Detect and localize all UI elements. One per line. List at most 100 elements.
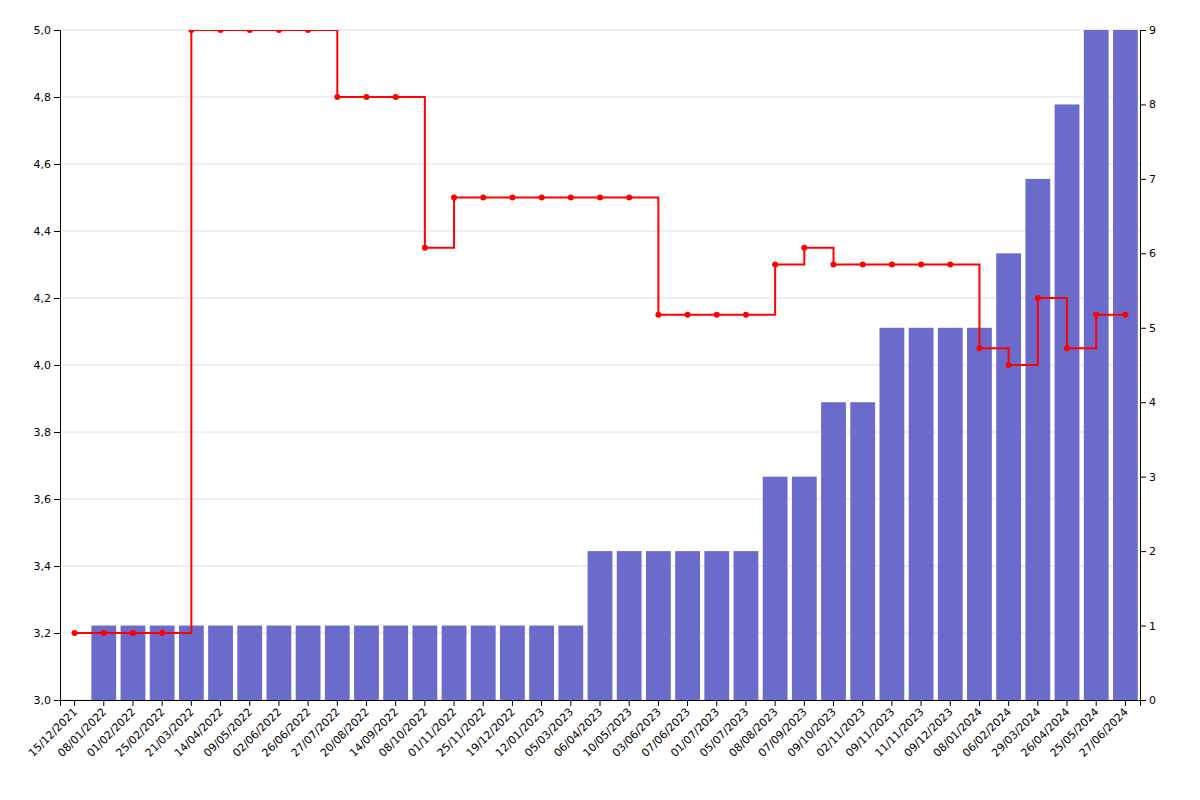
bar <box>704 551 729 700</box>
tick: 3,0 <box>34 694 61 707</box>
tick: 2 <box>1140 545 1156 558</box>
tick-label: 8 <box>1149 98 1156 111</box>
chart: 3,03,23,43,63,84,04,24,44,64,85,00123456… <box>0 0 1200 800</box>
tick-mark <box>921 700 922 706</box>
bar <box>821 402 846 700</box>
y-axis: 3,03,23,43,63,84,04,24,44,64,85,0 <box>34 24 61 707</box>
tick-mark <box>424 700 425 706</box>
marker <box>685 312 691 318</box>
bar <box>179 626 204 700</box>
tick-mark <box>1125 700 1126 706</box>
grid-line <box>60 298 1140 299</box>
tick-mark <box>1140 30 1146 31</box>
tick-mark <box>833 700 834 706</box>
marker <box>1035 295 1041 301</box>
tick-mark <box>1008 700 1009 706</box>
tick-mark <box>1140 626 1146 627</box>
tick-mark <box>395 700 396 706</box>
marker <box>509 195 515 201</box>
tick-mark <box>1140 104 1146 105</box>
marker <box>363 94 369 100</box>
tick-mark <box>687 700 688 706</box>
tick-mark <box>1096 700 1097 706</box>
marker <box>626 195 632 201</box>
tick: 3,2 <box>34 627 61 640</box>
marker <box>568 195 574 201</box>
marker <box>918 262 924 268</box>
bar <box>850 402 875 700</box>
bar <box>734 551 759 700</box>
tick-mark <box>220 700 221 706</box>
marker <box>1006 362 1012 368</box>
tick-mark <box>775 700 776 706</box>
line <box>75 30 1126 633</box>
bar <box>325 626 350 700</box>
bar <box>383 626 408 700</box>
marker <box>801 245 807 251</box>
bar <box>150 626 175 700</box>
tick-label: 2 <box>1149 545 1156 558</box>
tick: 4,8 <box>34 91 61 104</box>
marker <box>101 630 107 636</box>
tick-label: 4 <box>1149 396 1156 409</box>
tick-mark <box>570 700 571 706</box>
tick-mark <box>483 700 484 706</box>
bar <box>91 626 116 700</box>
tick-label: 4,6 <box>34 158 52 171</box>
marker <box>655 312 661 318</box>
tick-mark <box>1140 402 1146 403</box>
tick-label: 5 <box>1149 322 1156 335</box>
bars <box>91 30 1137 700</box>
tick: 4 <box>1140 396 1156 409</box>
tick-label: 4,4 <box>34 225 52 238</box>
tick-mark <box>54 432 60 433</box>
marker <box>188 30 194 33</box>
tick-label: 9 <box>1149 24 1156 37</box>
tick-label: 7 <box>1149 173 1156 186</box>
tick-mark <box>103 700 104 706</box>
bar <box>588 551 613 700</box>
marker <box>130 630 136 636</box>
grid <box>60 30 1140 700</box>
bar <box>296 626 321 700</box>
y2-axis: 0123456789 <box>1140 24 1156 707</box>
tick-label: 4,8 <box>34 91 52 104</box>
marker <box>831 262 837 268</box>
bar <box>267 626 292 700</box>
tick: 4,0 <box>34 359 61 372</box>
tick: 3,6 <box>34 493 61 506</box>
tick: 9 <box>1140 24 1156 37</box>
tick-mark <box>162 700 163 706</box>
tick-label: 1 <box>1149 620 1156 633</box>
tick-label: 3,4 <box>34 560 52 573</box>
grid-line <box>60 97 1140 98</box>
tick-mark <box>54 97 60 98</box>
marker <box>743 312 749 318</box>
axis-line <box>1141 31 1147 701</box>
marker <box>597 195 603 201</box>
tick-mark <box>862 700 863 706</box>
tick-mark <box>54 298 60 299</box>
bar <box>62 700 87 701</box>
tick-mark <box>629 700 630 706</box>
tick: 8 <box>1140 98 1156 111</box>
marker <box>72 630 78 636</box>
bar <box>208 626 233 700</box>
marker <box>772 262 778 268</box>
tick-mark <box>54 231 60 232</box>
markers <box>72 30 1129 636</box>
bar <box>938 328 963 700</box>
tick: 4,4 <box>34 225 61 238</box>
marker <box>1064 345 1070 351</box>
tick-mark <box>1140 253 1146 254</box>
bar <box>879 328 904 700</box>
tick: 4,2 <box>34 292 61 305</box>
tick-mark <box>804 700 805 706</box>
bar <box>558 626 583 700</box>
tick-mark <box>54 633 60 634</box>
marker <box>947 262 953 268</box>
bar <box>996 253 1021 700</box>
tick-mark <box>512 700 513 706</box>
tick-mark <box>278 700 279 706</box>
plot-area <box>72 30 1138 700</box>
